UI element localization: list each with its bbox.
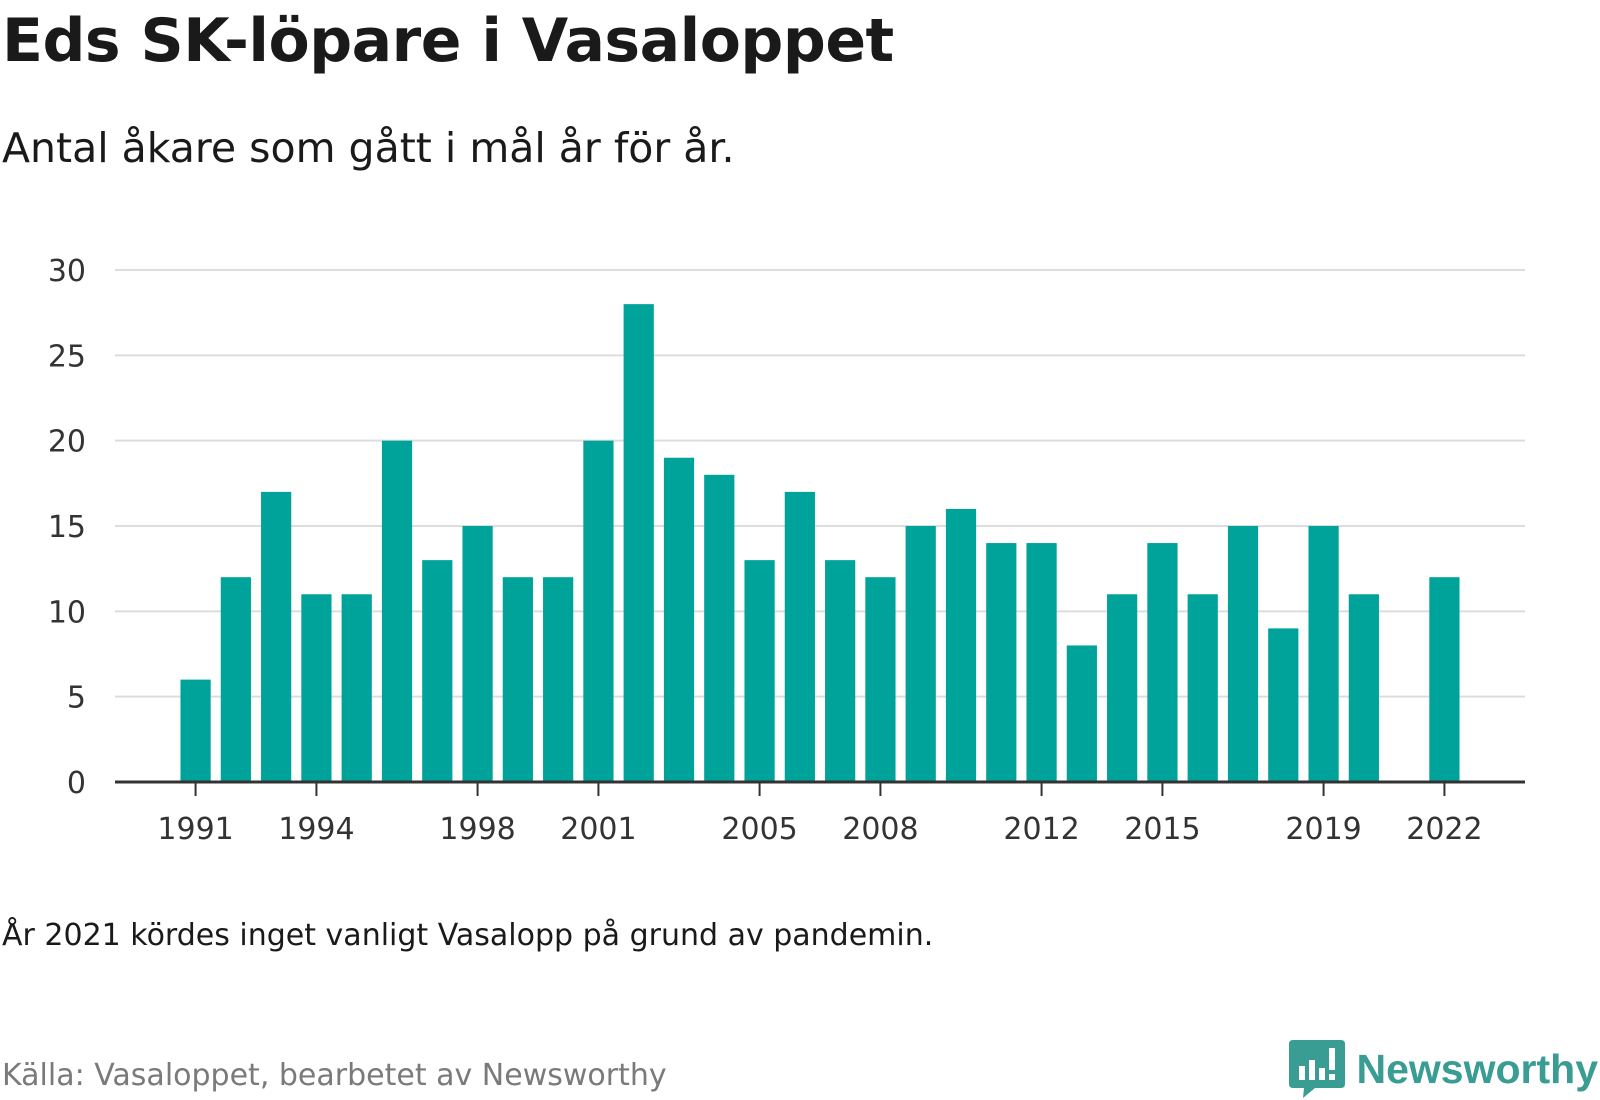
y-tick-label-15: 15: [48, 510, 86, 545]
bar-1994: [301, 594, 332, 782]
x-tick-label-2022: 2022: [1406, 812, 1482, 847]
x-tick-label-2012: 2012: [1003, 812, 1079, 847]
bar-2011: [986, 543, 1017, 782]
bar-1999: [502, 577, 533, 782]
bar-chart: 0 5 10 15 20 25 30 1991 1994 1998 2001 2005 2008 2012…: [48, 254, 1525, 847]
bar-2013: [1066, 645, 1097, 782]
y-tick-label-5: 5: [67, 681, 86, 716]
bar-1998: [462, 526, 493, 782]
y-tick-label-0: 0: [67, 766, 86, 801]
bar-2015: [1147, 543, 1178, 782]
bar-2022: [1429, 577, 1460, 782]
brand-name: Newsworthy: [1356, 1045, 1599, 1092]
bar-2006: [784, 491, 815, 782]
bar-2014: [1107, 594, 1138, 782]
bar-2012: [1026, 543, 1057, 782]
bar-1993: [261, 491, 292, 782]
bar-2000: [543, 577, 574, 782]
x-tick-label-2001: 2001: [560, 812, 636, 847]
axes: 0 5 10 15 20 25 30 1991 1994 1998 2001 2005 2008 2012…: [48, 254, 1525, 847]
bar-2001: [583, 440, 614, 782]
bar-2004: [704, 474, 735, 782]
chart-title: Eds SK-löpare i Vasaloppet: [2, 6, 894, 76]
bar-1992: [220, 577, 251, 782]
chart-footnote: År 2021 kördes inget vanligt Vasalopp på…: [2, 918, 934, 953]
bar-1996: [381, 440, 413, 782]
newsworthy-logo-icon: [1288, 1040, 1345, 1098]
x-tick-label-2015: 2015: [1124, 812, 1200, 847]
bar-2002: [623, 304, 654, 782]
source-credit: Källa: Vasaloppet, bearbetet av Newswort…: [2, 1058, 667, 1093]
bar-2019: [1308, 526, 1339, 782]
y-tick-label-25: 25: [48, 339, 86, 374]
bar-2020: [1348, 594, 1379, 782]
y-tick-label-30: 30: [48, 254, 86, 289]
bars: [180, 304, 1460, 782]
bar-2005: [744, 560, 775, 782]
bar-2016: [1187, 594, 1218, 782]
x-tick-label-1991: 1991: [157, 812, 233, 847]
x-tick-label-1994: 1994: [278, 812, 354, 847]
bar-2018: [1268, 628, 1299, 782]
bar-2017: [1227, 526, 1259, 782]
bar-1991: [180, 679, 211, 782]
bar-2007: [825, 560, 856, 782]
bar-2010: [945, 508, 977, 782]
x-tick-label-2019: 2019: [1285, 812, 1361, 847]
chart-subtitle: Antal åkare som gått i mål år för år.: [2, 124, 735, 172]
newsworthy-logo: Newsworthy: [1288, 1040, 1599, 1098]
bar-1997: [422, 560, 453, 782]
bar-1995: [341, 594, 372, 782]
y-tick-label-20: 20: [48, 425, 86, 460]
bar-2003: [663, 457, 695, 782]
x-tick-label-2005: 2005: [721, 812, 797, 847]
x-tick-label-1998: 1998: [439, 812, 515, 847]
x-tick-label-2008: 2008: [842, 812, 918, 847]
y-tick-label-10: 10: [48, 595, 86, 630]
bar-2008: [865, 577, 896, 782]
bar-2009: [905, 526, 936, 782]
